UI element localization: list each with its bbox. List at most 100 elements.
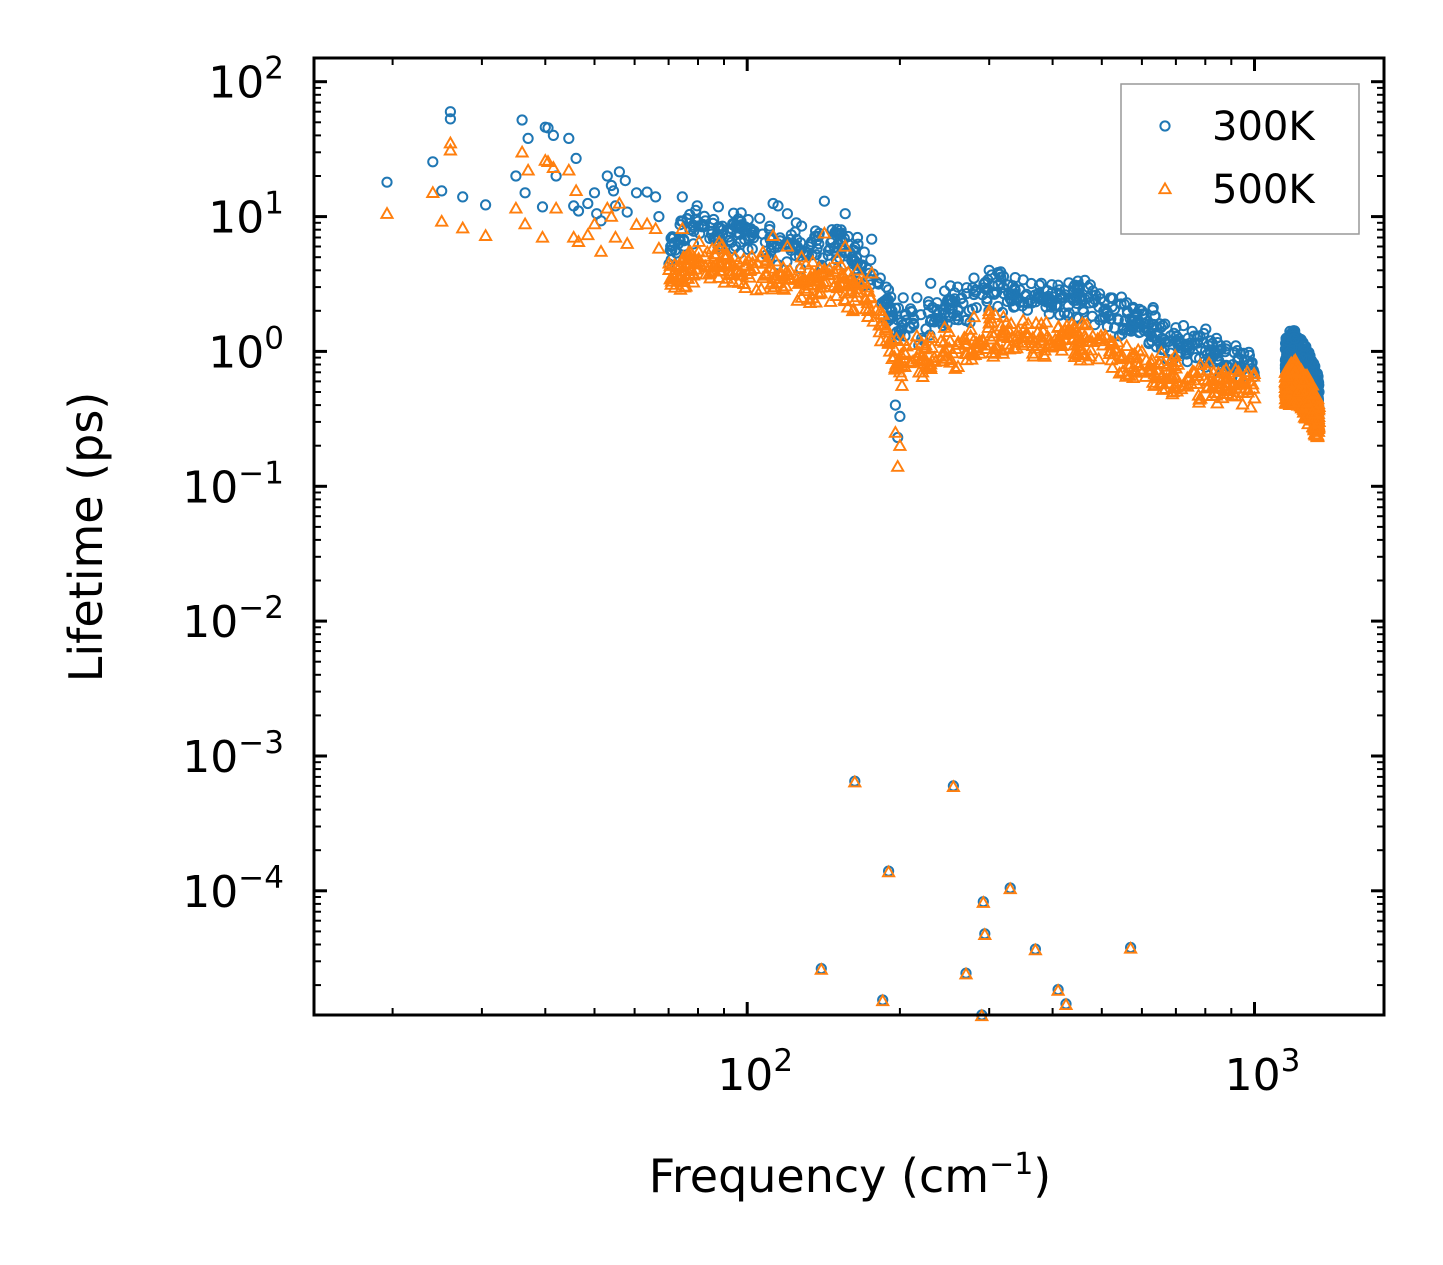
marker-300k xyxy=(765,245,777,257)
marker-500k xyxy=(1030,337,1045,351)
marker-500k xyxy=(1025,345,1041,359)
marker-300k xyxy=(865,254,877,266)
marker-300k xyxy=(1156,332,1168,344)
marker-500k xyxy=(663,277,679,290)
marker-500k xyxy=(1305,386,1321,400)
marker-300k xyxy=(1147,302,1159,314)
marker-500k xyxy=(612,195,627,209)
marker-300k xyxy=(717,224,729,236)
marker-500k xyxy=(909,328,925,342)
marker-300k xyxy=(928,316,940,328)
marker-500k xyxy=(768,253,783,267)
marker-500k xyxy=(1000,321,1016,335)
marker-300k xyxy=(698,219,710,231)
marker-300k xyxy=(1073,281,1085,293)
marker-500k xyxy=(872,317,887,331)
marker-300k xyxy=(582,197,594,210)
marker-300k xyxy=(1093,301,1105,313)
marker-500k xyxy=(798,256,814,270)
marker-300k xyxy=(885,291,897,303)
marker-300k xyxy=(992,300,1004,313)
marker-300k xyxy=(791,241,804,253)
marker-300k xyxy=(904,303,917,315)
marker-500k xyxy=(717,274,732,288)
marker-300k xyxy=(1040,301,1052,313)
marker-500k xyxy=(1286,395,1302,408)
marker-500k xyxy=(852,274,867,288)
marker-500k xyxy=(968,342,984,356)
marker-500k xyxy=(711,234,727,248)
marker-300k xyxy=(1008,301,1020,313)
marker-500k xyxy=(608,229,623,243)
marker-300k xyxy=(480,199,492,211)
marker-500k xyxy=(894,378,910,391)
marker-300k xyxy=(949,313,961,325)
marker-500k xyxy=(1118,369,1134,382)
marker-300k xyxy=(1170,322,1182,334)
marker-500k xyxy=(1106,346,1121,360)
marker-500k xyxy=(1294,362,1309,376)
marker-500k xyxy=(593,244,609,257)
marker-300k xyxy=(1289,332,1301,344)
marker-300k xyxy=(1017,274,1029,286)
marker-500k xyxy=(823,294,838,307)
marker-500k xyxy=(678,278,694,292)
marker-500k xyxy=(830,261,845,275)
marker-300k xyxy=(1026,297,1038,309)
marker-300k xyxy=(796,220,808,232)
marker-500k xyxy=(790,293,805,306)
marker-300k xyxy=(1208,345,1220,357)
marker-500k xyxy=(1174,381,1189,395)
marker-500k xyxy=(604,209,619,222)
marker-500k xyxy=(840,299,856,313)
marker-500k xyxy=(725,274,740,287)
marker-300k xyxy=(754,212,766,224)
marker-300k xyxy=(444,113,456,125)
marker-300k xyxy=(650,191,662,203)
marker-500k xyxy=(674,252,690,266)
marker-500k xyxy=(1225,377,1241,391)
marker-500k xyxy=(1053,327,1068,340)
marker-500k xyxy=(744,248,760,262)
marker-300k xyxy=(1068,294,1080,307)
marker-500k xyxy=(1139,352,1154,366)
marker-300k xyxy=(992,279,1004,291)
marker-500k xyxy=(520,162,536,176)
marker-500k xyxy=(749,282,764,296)
marker-500k xyxy=(1152,356,1167,370)
marker-300k xyxy=(1154,318,1166,330)
marker-300k xyxy=(1104,292,1117,304)
marker-500k xyxy=(1103,336,1119,350)
marker-500k xyxy=(948,361,963,374)
marker-300k xyxy=(724,226,737,238)
marker-300k xyxy=(676,215,689,228)
marker-500k xyxy=(981,306,997,320)
marker-500k xyxy=(920,358,936,371)
marker-500k-outlier xyxy=(958,966,974,980)
marker-500k xyxy=(1219,378,1234,392)
y-tick-label: 10−2 xyxy=(182,590,284,648)
marker-500k xyxy=(822,267,837,280)
marker-500k xyxy=(759,265,774,279)
marker-300k xyxy=(708,213,720,226)
marker-500k xyxy=(688,261,704,275)
marker-300k xyxy=(1212,345,1225,357)
marker-500k xyxy=(691,244,706,257)
marker-300k xyxy=(1232,352,1245,364)
marker-300k xyxy=(653,211,665,223)
marker-300k xyxy=(1174,342,1186,354)
marker-500k xyxy=(1147,378,1162,391)
marker-300k xyxy=(746,243,758,255)
marker-500k xyxy=(797,271,812,285)
marker-500k xyxy=(892,438,908,451)
marker-500k xyxy=(1073,352,1088,366)
marker-300k xyxy=(1053,309,1066,321)
marker-500k xyxy=(780,238,795,252)
marker-500k xyxy=(1168,360,1184,374)
marker-500k xyxy=(1037,349,1053,362)
marker-500k xyxy=(1168,379,1184,393)
marker-500k-outlier xyxy=(875,993,890,1007)
marker-500k xyxy=(1231,384,1246,398)
marker-500k xyxy=(850,262,865,276)
marker-500k xyxy=(978,337,993,351)
